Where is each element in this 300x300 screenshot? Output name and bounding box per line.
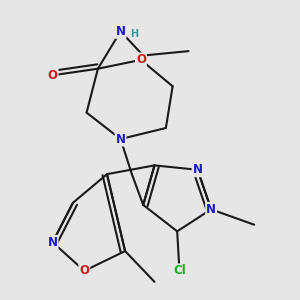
- Text: N: N: [193, 163, 202, 176]
- Text: O: O: [48, 69, 58, 82]
- Text: H: H: [130, 28, 138, 38]
- Text: O: O: [136, 53, 146, 66]
- Text: N: N: [206, 203, 216, 216]
- Text: N: N: [48, 236, 58, 249]
- Text: Cl: Cl: [173, 264, 186, 278]
- Text: N: N: [116, 133, 126, 146]
- Text: O: O: [79, 264, 89, 278]
- Text: N: N: [116, 25, 126, 38]
